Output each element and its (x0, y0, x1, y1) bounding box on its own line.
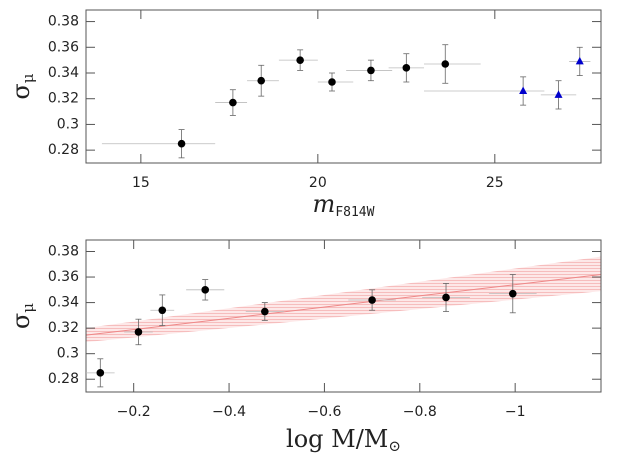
x-axis-label: log M/M⊙ (286, 425, 401, 456)
y-axis-label: σμ (7, 73, 38, 99)
point (261, 307, 269, 316)
x-tick-label: −0.2 (117, 404, 151, 420)
point (328, 78, 336, 86)
point (402, 64, 411, 72)
y-tick-label: 0.36 (48, 39, 79, 55)
y-tick-label: 0.3 (57, 346, 79, 362)
y-tick-label: 0.38 (48, 243, 79, 259)
y-label-main: σ (7, 83, 35, 99)
x-tick-label: 15 (132, 175, 150, 191)
y-tick-label: 0.3 (57, 116, 79, 132)
plot-frame (85, 9, 602, 164)
point (158, 306, 167, 315)
x-tick-label: 20 (309, 175, 327, 191)
y-tick-label: 0.36 (48, 269, 79, 285)
x-label-sub: ⊙ (388, 437, 401, 455)
x-tick-label: −0.8 (403, 404, 437, 420)
point (554, 90, 563, 98)
point (201, 286, 210, 294)
point (229, 98, 237, 107)
point (442, 293, 450, 302)
fit-line (85, 273, 602, 336)
x-tick-label: −1 (505, 404, 526, 420)
x-label-main: m (313, 190, 336, 218)
x-axis-label: mF814W (313, 190, 375, 220)
point (257, 76, 266, 85)
point (296, 56, 304, 64)
y-tick-label: 0.28 (48, 371, 79, 387)
x-tick-label: −0.4 (212, 404, 246, 420)
point (367, 66, 375, 75)
point (508, 289, 517, 298)
y-tick-label: 0.32 (48, 320, 79, 336)
y-tick-label: 0.32 (48, 91, 79, 107)
point (519, 86, 528, 94)
plot-frame (85, 239, 602, 393)
y-label-sub: μ (19, 73, 37, 83)
fit-band (86, 256, 601, 343)
y-tick-label: 0.34 (48, 65, 79, 81)
x-tick-label: 25 (486, 175, 504, 191)
y-label-sub: μ (19, 303, 37, 313)
y-tick-label: 0.28 (48, 142, 79, 158)
y-tick-label: 0.38 (48, 14, 79, 30)
point (177, 139, 186, 148)
y-tick-label: 0.34 (48, 295, 79, 311)
x-tick-label: −0.6 (307, 404, 341, 420)
x-label-sub: F814W (335, 205, 374, 220)
y-label-main: σ (7, 313, 35, 329)
point (134, 328, 143, 336)
x-label-main: log M/M (286, 425, 388, 453)
point (575, 56, 584, 65)
y-axis-label: σμ (7, 303, 38, 329)
point (441, 60, 450, 68)
point (96, 369, 105, 377)
point (368, 296, 376, 304)
